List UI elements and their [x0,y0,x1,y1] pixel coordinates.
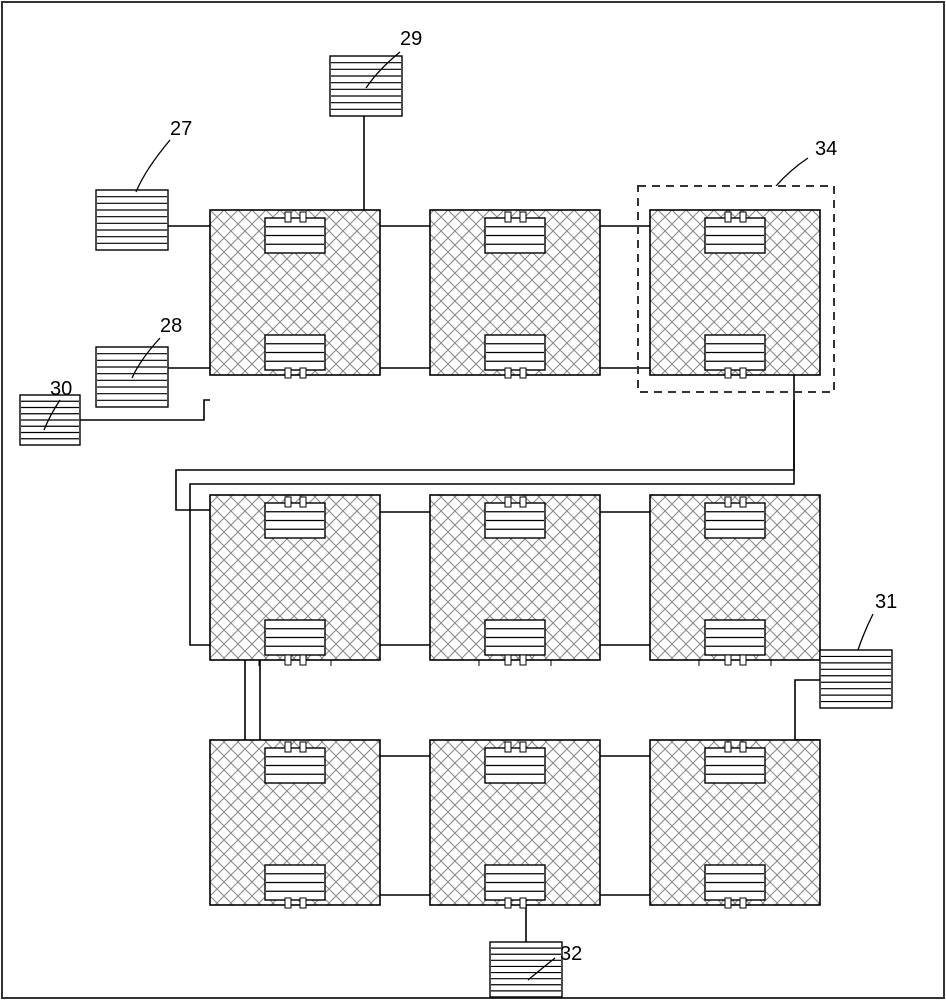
unit-top-detail [705,218,765,253]
ref-label: 27 [170,118,192,140]
units-group [210,210,820,908]
unit-top-detail [485,503,545,538]
unit-bottom-detail [705,620,765,655]
ref-label: 34 [815,138,837,160]
ref-label: 29 [400,28,422,50]
external-block [330,56,402,116]
unit-top-detail [485,748,545,783]
unit-top-detail [265,748,325,783]
unit-bottom-detail [265,620,325,655]
unit-bottom-detail [705,335,765,370]
unit-bottom-detail [705,865,765,900]
process-unit [650,210,820,378]
external-block [20,395,80,445]
ref-label: 31 [875,591,897,613]
ref-label: 28 [160,315,182,337]
diagram-root: 27 29 28 30 34 31 32 [0,0,946,1000]
unit-top-detail [265,503,325,538]
process-unit [430,740,600,908]
unit-bottom-detail [265,865,325,900]
unit-bottom-detail [485,620,545,655]
external-block [820,650,892,708]
process-unit [210,740,380,908]
unit-bottom-detail [485,865,545,900]
diagram-svg: 27 29 28 30 34 31 32 [0,0,946,1000]
process-unit [650,740,820,908]
ref-label: 30 [50,378,72,400]
unit-top-detail [265,218,325,253]
process-unit [650,495,820,666]
process-unit [210,495,380,666]
unit-top-detail [485,218,545,253]
ref-label: 32 [560,943,582,965]
process-unit [210,210,380,378]
unit-bottom-detail [485,335,545,370]
process-unit [430,210,600,378]
process-unit [430,495,600,666]
unit-top-detail [705,503,765,538]
external-block [490,942,562,997]
unit-bottom-detail [265,335,325,370]
external-block [96,190,168,250]
unit-top-detail [705,748,765,783]
